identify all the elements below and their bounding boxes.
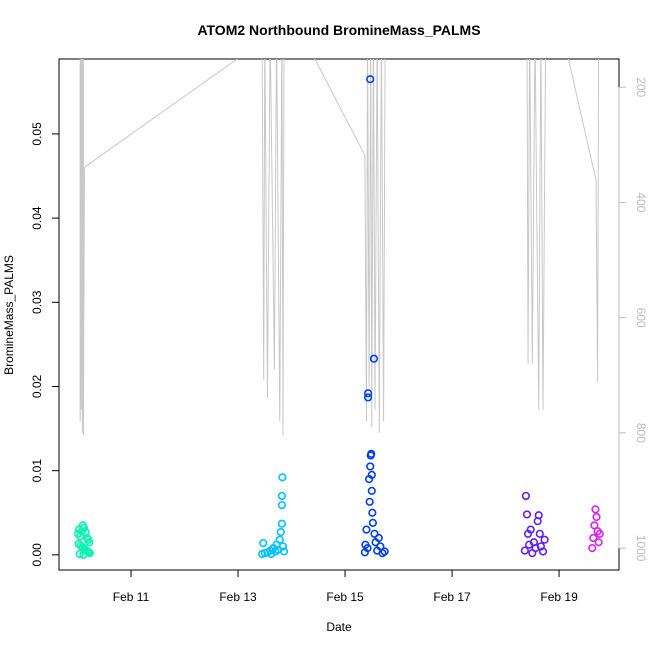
data-point [588, 544, 597, 553]
y2-tick-label: 400 [634, 192, 648, 212]
profile-line [79, 59, 600, 436]
x-tick-label: Feb 11 [113, 590, 150, 604]
data-point [277, 491, 287, 501]
data-point [368, 508, 377, 517]
data-point [590, 521, 599, 530]
data-point [277, 501, 287, 510]
data-point [521, 491, 530, 501]
data-point [366, 462, 375, 471]
data-point [259, 538, 268, 548]
y-tick-label: 0.03 [30, 290, 44, 314]
data-point [534, 511, 543, 520]
x-tick-label: Feb 19 [540, 590, 578, 604]
y2-tick-label: 600 [634, 308, 648, 328]
data-point [275, 535, 284, 544]
data-point [276, 528, 285, 537]
data-point [591, 505, 600, 514]
data-point [520, 546, 529, 555]
data-point [592, 512, 601, 522]
data-point [79, 523, 89, 533]
data-point [369, 354, 379, 363]
plot-area [73, 59, 604, 559]
data-point [380, 547, 389, 556]
y-tick-label: 0.04 [30, 206, 44, 230]
data-point [367, 449, 376, 458]
x-axis-label: Date [326, 620, 352, 634]
data-point [540, 535, 549, 544]
y2-tick-label: 800 [634, 423, 648, 443]
data-point [365, 497, 374, 506]
data-point [374, 533, 383, 543]
data-point [595, 529, 604, 538]
data-point [278, 542, 288, 551]
y2-tick-label: 1000 [634, 535, 648, 562]
data-point [363, 544, 372, 553]
data-point [526, 525, 535, 534]
data-point [279, 547, 289, 556]
y-tick-label: 0.01 [30, 459, 44, 483]
y-tick-label: 0.05 [30, 122, 44, 146]
data-point [594, 538, 603, 547]
y-tick-label: 0.00 [30, 543, 44, 567]
data-point [522, 510, 532, 519]
data-point [370, 529, 379, 538]
data-point [538, 547, 548, 556]
y-axis-label: BromineMass_PALMS [2, 255, 16, 375]
data-point [79, 550, 88, 559]
chart-title: ATOM2 Northbound BromineMass_PALMS [197, 22, 480, 38]
x-tick-label: Feb 13 [219, 590, 257, 604]
data-point [368, 518, 377, 527]
data-point [363, 393, 373, 402]
data-point [367, 486, 376, 495]
x-tick-label: Feb 17 [433, 590, 471, 604]
y2-tick-label: 200 [634, 77, 648, 97]
data-point [75, 549, 84, 559]
data-point [278, 473, 287, 482]
data-point [85, 538, 94, 547]
data-point [535, 529, 544, 538]
data-point [363, 389, 373, 398]
data-point [367, 470, 376, 479]
x-tick-label: Feb 15 [326, 590, 364, 604]
data-point [589, 533, 598, 543]
data-point [366, 75, 375, 84]
y-tick-label: 0.02 [30, 374, 44, 398]
data-point [277, 519, 287, 528]
data-point [362, 525, 371, 534]
